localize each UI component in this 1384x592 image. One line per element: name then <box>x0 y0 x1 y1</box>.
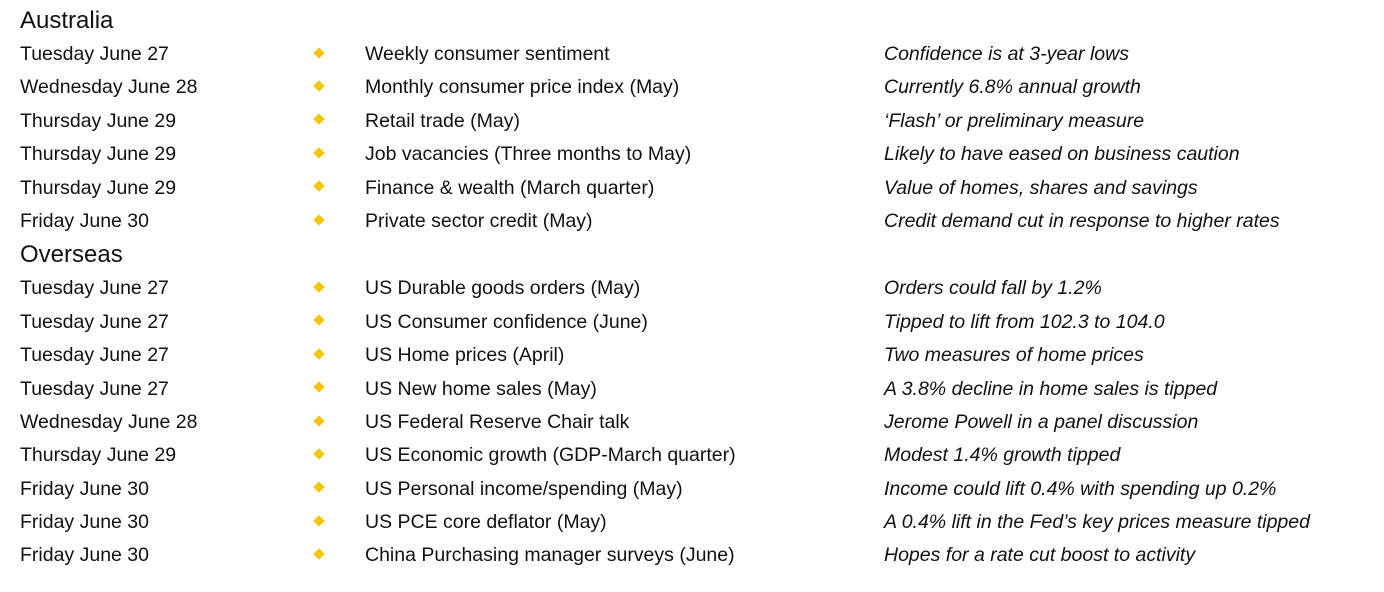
row-date: Wednesday June 28 <box>20 410 198 433</box>
row-event: Finance & wealth (March quarter) <box>365 176 655 199</box>
calendar-row: Wednesday June 28 Monthly consumer price… <box>20 71 1370 104</box>
row-note: Likely to have eased on business caution <box>884 143 1240 166</box>
row-date: Thursday June 29 <box>20 444 177 467</box>
diamond-bullet-icon <box>313 339 326 372</box>
calendar-row: Thursday June 29 US Economic growth (GDP… <box>20 439 1370 472</box>
row-event: US PCE core deflator (May) <box>365 511 607 534</box>
diamond-bullet-icon <box>313 272 326 305</box>
row-date: Friday June 30 <box>20 209 149 232</box>
calendar-row: Tuesday June 27 Weekly consumer sentimen… <box>20 38 1370 71</box>
diamond-bullet-icon <box>313 406 326 439</box>
row-event: US Home prices (April) <box>365 344 565 367</box>
row-date: Thursday June 29 <box>20 143 177 166</box>
row-date: Wednesday June 28 <box>20 76 198 99</box>
calendar-row: Friday June 30 US PCE core deflator (May… <box>20 506 1370 539</box>
row-date: Tuesday June 27 <box>20 43 169 65</box>
row-note: ‘Flash’ or preliminary measure <box>884 109 1145 132</box>
row-event: Monthly consumer price index (May) <box>365 76 680 99</box>
row-date: Tuesday June 27 <box>20 277 169 300</box>
calendar-row: Thursday June 29 Retail trade (May) ‘Fla… <box>20 105 1370 138</box>
diamond-bullet-icon <box>313 38 326 71</box>
row-event: China Purchasing manager surveys (June) <box>365 544 735 567</box>
diamond-bullet-icon <box>313 373 326 406</box>
section-heading: Overseas <box>20 241 123 269</box>
row-event: US Durable goods orders (May) <box>365 277 641 300</box>
row-date: Tuesday June 27 <box>20 310 169 333</box>
row-note: Jerome Powell in a panel discussion <box>884 410 1199 433</box>
diamond-bullet-icon <box>313 439 326 472</box>
diamond-bullet-icon <box>313 473 326 506</box>
diamond-bullet-icon <box>313 71 326 104</box>
row-note: Value of homes, shares and savings <box>884 176 1198 199</box>
row-note: Hopes for a rate cut boost to activity <box>884 544 1196 567</box>
row-note: Confidence is at 3-year lows <box>884 43 1129 65</box>
diamond-bullet-icon <box>313 506 326 539</box>
calendar-row: Friday June 30 Private sector credit (Ma… <box>20 205 1370 238</box>
row-event: US New home sales (May) <box>365 377 597 400</box>
row-event: US Federal Reserve Chair talk <box>365 410 630 433</box>
calendar-row: Tuesday June 27 US Home prices (April) T… <box>20 339 1370 372</box>
row-event: US Economic growth (GDP-March quarter) <box>365 444 736 467</box>
row-event: Retail trade (May) <box>365 109 520 132</box>
diamond-bullet-icon <box>313 138 326 171</box>
row-note: Orders could fall by 1.2% <box>884 277 1102 300</box>
row-date: Friday June 30 <box>20 511 149 534</box>
calendar-row: Tuesday June 27 US Durable goods orders … <box>20 272 1370 305</box>
row-event: Job vacancies (Three months to May) <box>365 143 692 166</box>
row-date: Thursday June 29 <box>20 109 177 132</box>
section-australia: Australia Tuesday June 27 Weekly consume… <box>20 4 1370 238</box>
diamond-bullet-icon <box>313 172 326 205</box>
calendar-row: Thursday June 29 Finance & wealth (March… <box>20 172 1370 205</box>
row-note: A 0.4% lift in the Fed’s key prices meas… <box>884 511 1310 534</box>
row-event: Private sector credit (May) <box>365 209 593 232</box>
row-event: US Consumer confidence (June) <box>365 310 648 333</box>
calendar-row: Thursday June 29 Job vacancies (Three mo… <box>20 138 1370 171</box>
row-date: Friday June 30 <box>20 544 149 567</box>
row-date: Friday June 30 <box>20 477 149 500</box>
row-note: Income could lift 0.4% with spending up … <box>884 477 1277 500</box>
diamond-bullet-icon <box>313 205 326 238</box>
row-event: US Personal income/spending (May) <box>365 477 683 500</box>
row-note: A 3.8% decline in home sales is tipped <box>884 377 1218 400</box>
calendar-row: Friday June 30 US Personal income/spendi… <box>20 473 1370 506</box>
row-note: Credit demand cut in response to higher … <box>884 209 1280 232</box>
calendar-row: Tuesday June 27 US New home sales (May) … <box>20 373 1370 406</box>
calendar-row: Friday June 30 China Purchasing manager … <box>20 539 1370 572</box>
economic-calendar: Australia Tuesday June 27 Weekly consume… <box>20 4 1370 573</box>
row-date: Thursday June 29 <box>20 176 177 199</box>
row-date: Tuesday June 27 <box>20 344 169 367</box>
row-note: Modest 1.4% growth tipped <box>884 444 1121 467</box>
row-date: Tuesday June 27 <box>20 377 169 400</box>
section-overseas: Overseas Tuesday June 27 US Durable good… <box>20 238 1370 573</box>
row-note: Currently 6.8% annual growth <box>884 76 1141 99</box>
row-event: Weekly consumer sentiment <box>365 43 610 65</box>
diamond-bullet-icon <box>313 306 326 339</box>
section-heading: Australia <box>20 7 114 34</box>
calendar-row: Tuesday June 27 US Consumer confidence (… <box>20 306 1370 339</box>
diamond-bullet-icon <box>313 105 326 138</box>
diamond-bullet-icon <box>313 539 326 572</box>
row-note: Tipped to lift from 102.3 to 104.0 <box>884 310 1165 333</box>
row-note: Two measures of home prices <box>884 344 1144 367</box>
calendar-row: Wednesday June 28 US Federal Reserve Cha… <box>20 406 1370 439</box>
